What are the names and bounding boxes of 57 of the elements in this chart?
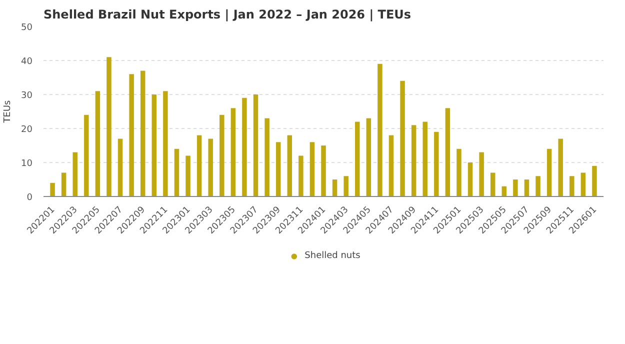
bar [400,80,405,196]
bar [456,148,462,196]
y-axis-title: TEUs [3,100,14,124]
bar [118,138,123,196]
bar [72,152,78,196]
bar [378,64,382,196]
bar [411,125,416,196]
bar [366,118,372,196]
bar [570,176,574,196]
bar [152,94,157,196]
bar [422,122,428,196]
bar [344,176,348,196]
bar [276,142,281,196]
bar [355,122,360,196]
bar [592,166,597,196]
bar [186,156,190,196]
bar [106,57,112,196]
bar [298,156,304,196]
bar [196,135,202,196]
bar [310,142,315,196]
bar [174,148,180,196]
bar [434,132,439,196]
y-tick-label: 0 [26,193,33,203]
bar [61,172,66,196]
y-tick-label: 10 [21,159,33,169]
bar [287,135,292,196]
bar [163,91,168,196]
y-tick-label: 20 [21,125,33,135]
bar [524,180,530,196]
bar [490,172,496,196]
y-tick-label: 50 [21,23,33,33]
bar [230,108,236,196]
bar [264,118,270,196]
y-tick-label: 40 [21,57,33,67]
chart-title: Shelled Brazil Nut Exports | Jan 2022 – Jan 2026 | TEUs [44,8,412,22]
bar [513,180,518,196]
bar [50,182,55,196]
bar [388,135,394,196]
legend-label: Shelled nuts [304,251,360,261]
bar [445,108,450,196]
bar [546,148,552,196]
bar [84,114,89,196]
bar [242,98,247,196]
bar [558,138,563,196]
bar [208,138,213,196]
bar [129,74,134,196]
bar [253,94,258,196]
bar [220,114,224,196]
bar [536,176,540,196]
bar [321,146,326,196]
y-tick-label: 30 [21,91,33,101]
bar [468,162,473,196]
bar [580,172,586,196]
bar [332,180,338,196]
bar [95,91,100,196]
bar [479,152,484,196]
bar [140,70,146,196]
